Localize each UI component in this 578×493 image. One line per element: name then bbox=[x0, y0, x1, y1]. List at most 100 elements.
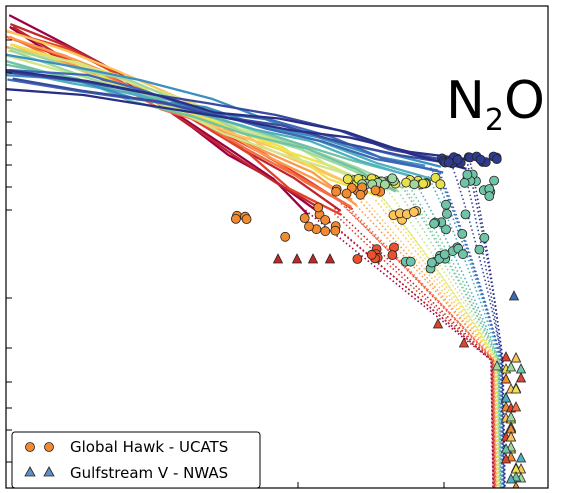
ucats-point bbox=[355, 189, 366, 200]
profile-extension bbox=[340, 202, 497, 488]
ucats-point bbox=[313, 202, 324, 213]
ucats-point bbox=[435, 179, 446, 190]
profile-extension bbox=[462, 167, 505, 488]
nwas-point bbox=[500, 373, 512, 384]
nwas-point bbox=[500, 443, 512, 454]
nwas-point bbox=[510, 352, 522, 363]
nwas-point bbox=[505, 361, 517, 372]
profile-line bbox=[9, 68, 412, 178]
ucats-point bbox=[379, 179, 390, 190]
legend-marker-circle bbox=[44, 442, 54, 452]
ucats-point bbox=[491, 154, 502, 165]
legend-label-gulfstream: Gulfstream V - NWAS bbox=[70, 464, 228, 482]
title-end: O bbox=[504, 71, 545, 131]
ucats-point bbox=[441, 224, 451, 235]
profile-extension bbox=[412, 178, 503, 488]
observation-markers bbox=[230, 151, 527, 488]
chart-title: N2O bbox=[446, 71, 545, 138]
ucats-point bbox=[304, 221, 314, 232]
ucats-point bbox=[280, 231, 291, 242]
legend-label-global-hawk: Global Hawk - UCATS bbox=[70, 438, 228, 456]
profile-lines bbox=[6, 14, 506, 488]
legend: Global Hawk - UCATS Gulfstream V - NWAS bbox=[11, 431, 261, 489]
profile-extension bbox=[401, 186, 502, 488]
nwas-point bbox=[508, 290, 520, 301]
ucats-point bbox=[401, 177, 412, 188]
ucats-point bbox=[441, 199, 451, 210]
ucats-point bbox=[441, 208, 452, 219]
ucats-point bbox=[459, 177, 470, 188]
ucats-point bbox=[418, 178, 429, 189]
ucats-point bbox=[475, 154, 486, 165]
profile-extension bbox=[378, 196, 499, 488]
title-sub: 2 bbox=[485, 103, 504, 138]
ucats-point bbox=[230, 213, 241, 224]
ucats-point bbox=[241, 214, 252, 225]
profile-extension bbox=[466, 164, 506, 488]
title-main: N bbox=[446, 71, 485, 131]
ucats-point bbox=[429, 218, 440, 229]
nwas-point bbox=[432, 318, 444, 329]
nwas-point bbox=[272, 253, 284, 264]
ucats-point bbox=[352, 254, 363, 264]
ucats-point bbox=[479, 232, 490, 243]
ucats-point bbox=[341, 188, 352, 199]
nwas-point bbox=[510, 383, 522, 394]
ucats-point bbox=[387, 173, 398, 184]
ucats-point bbox=[439, 249, 450, 260]
nwas-point bbox=[458, 337, 470, 348]
ucats-point bbox=[299, 213, 310, 224]
ucats-point bbox=[409, 179, 420, 190]
nwas-point bbox=[510, 401, 522, 412]
ucats-point bbox=[320, 226, 331, 237]
ucats-point bbox=[460, 209, 471, 220]
profile-line bbox=[6, 45, 353, 201]
profile-extension bbox=[439, 172, 505, 488]
ucats-point bbox=[457, 228, 468, 239]
nwas-point bbox=[324, 253, 336, 264]
ucats-point bbox=[405, 256, 416, 267]
profile-extension bbox=[360, 195, 498, 488]
nwas-point bbox=[505, 411, 517, 422]
nwas-point bbox=[512, 481, 520, 488]
ucats-point bbox=[484, 191, 495, 202]
legend-box bbox=[11, 431, 261, 489]
profile-extension bbox=[427, 175, 503, 488]
legend-marker-triangle bbox=[43, 466, 55, 477]
profile-extension bbox=[377, 191, 500, 488]
nwas-point bbox=[505, 473, 517, 484]
ucats-point bbox=[366, 249, 377, 260]
legend-marker-circle bbox=[25, 442, 35, 452]
profile-extension bbox=[316, 209, 495, 488]
nwas-point bbox=[307, 253, 319, 264]
ucats-point bbox=[452, 154, 463, 165]
ucats-point bbox=[331, 186, 342, 197]
ucats-point bbox=[320, 215, 331, 225]
profile-extension bbox=[346, 204, 497, 488]
ucats-point bbox=[457, 249, 468, 260]
plot-frame bbox=[5, 5, 549, 489]
profile-extension bbox=[334, 207, 495, 488]
ucats-point bbox=[387, 250, 398, 261]
ucats-point bbox=[408, 207, 419, 217]
nwas-point bbox=[491, 360, 503, 371]
nwas-point bbox=[505, 431, 517, 442]
ucats-point bbox=[370, 185, 381, 196]
ucats-point bbox=[342, 174, 353, 185]
nwas-point bbox=[500, 453, 512, 464]
ucats-point bbox=[426, 257, 437, 268]
profile-extension bbox=[350, 199, 498, 488]
profile-line bbox=[12, 77, 457, 166]
ucats-point bbox=[474, 244, 485, 255]
legend-marker-triangle bbox=[24, 466, 36, 477]
profile-extension bbox=[304, 209, 494, 488]
nwas-point bbox=[291, 253, 303, 264]
ucats-point bbox=[330, 225, 341, 236]
ucats-point bbox=[489, 175, 500, 186]
nwas-point bbox=[515, 452, 527, 463]
ucats-point bbox=[462, 169, 473, 180]
nwas-point bbox=[515, 372, 527, 383]
nwas-point bbox=[500, 351, 512, 362]
profile-line bbox=[6, 69, 467, 171]
